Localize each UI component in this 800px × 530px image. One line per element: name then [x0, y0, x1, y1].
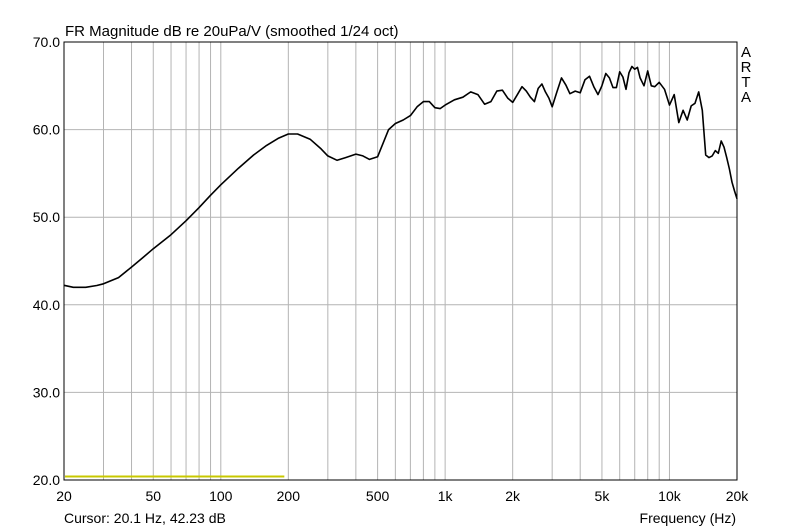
y-tick-label: 70.0: [33, 34, 60, 50]
x-tick-label: 50: [145, 488, 161, 504]
chart-title: FR Magnitude dB re 20uPa/V (smoothed 1/2…: [65, 23, 399, 40]
cursor-readout: Cursor: 20.1 Hz, 42.23 dB: [64, 510, 226, 526]
x-tick-label: 200: [277, 488, 301, 504]
x-tick-label: 2k: [505, 488, 521, 504]
x-tick-label: 5k: [595, 488, 611, 504]
logo-letter: A: [741, 89, 751, 106]
x-tick-label: 20k: [726, 488, 750, 504]
x-tick-label: 100: [209, 488, 233, 504]
y-tick-label: 40.0: [33, 297, 60, 313]
x-axis-label: Frequency (Hz): [640, 510, 736, 526]
y-tick-label: 20.0: [33, 472, 60, 488]
x-tick-label: 10k: [658, 488, 682, 504]
y-tick-label: 60.0: [33, 122, 60, 138]
x-tick-label: 20: [56, 488, 72, 504]
y-tick-label: 30.0: [33, 384, 60, 400]
x-tick-label: 1k: [438, 488, 454, 504]
x-tick-label: 500: [366, 488, 390, 504]
y-tick-label: 50.0: [33, 209, 60, 225]
